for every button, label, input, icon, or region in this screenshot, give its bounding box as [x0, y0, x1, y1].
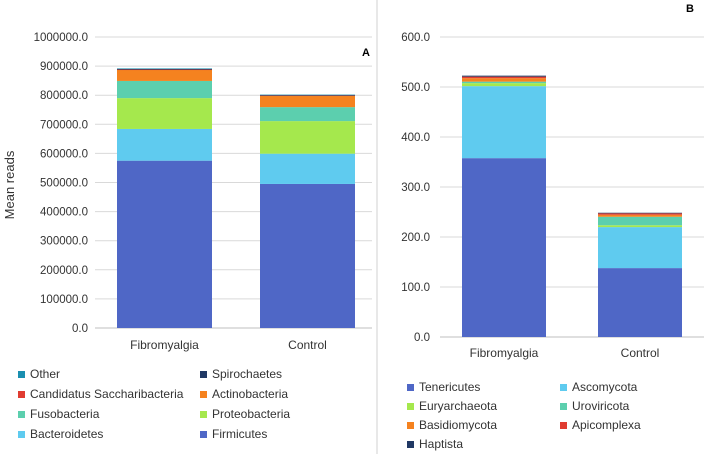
bar-segment-spirochaetes	[117, 69, 212, 70]
legend-label: Fusobacteria	[30, 407, 100, 421]
bar-segment-candidatus-saccharibacteria	[117, 69, 212, 71]
bar-segment-other	[117, 68, 212, 70]
y-tick-label: 500.0	[401, 82, 430, 94]
x-category-label: Fibromyalgia	[470, 346, 539, 360]
x-category-label: Fibromyalgia	[130, 338, 199, 352]
bar-segment-ascomycota	[462, 86, 546, 159]
y-tick-label: 300000.0	[40, 236, 88, 248]
legend-swatch	[407, 441, 414, 448]
legend-label: Spirochaetes	[212, 367, 282, 381]
bar-segment-fusobacteria	[260, 107, 355, 122]
legend-label: Basidiomycota	[419, 418, 497, 432]
legend-swatch	[560, 384, 567, 391]
legend-swatch	[560, 403, 567, 410]
legend-label: Uroviricota	[572, 399, 630, 413]
y-tick-label: 600.0	[401, 32, 430, 44]
bar-segment-other	[260, 94, 355, 96]
legend-label: Proteobacteria	[212, 407, 290, 421]
legend-label: Bacteroidetes	[30, 427, 103, 441]
y-tick-label: 200.0	[401, 232, 430, 244]
legend-swatch	[200, 371, 207, 378]
legend-swatch	[407, 384, 414, 391]
legend-label: Actinobacteria	[212, 387, 288, 401]
bar-segment-proteobacteria	[117, 98, 212, 129]
bar-segment-spirochaetes	[260, 95, 355, 96]
y-tick-label: 400000.0	[40, 207, 88, 219]
bar-segment-uroviricota	[462, 81, 546, 84]
legend-swatch	[200, 431, 207, 438]
bar-segment-euryarchaeota	[598, 225, 682, 228]
legend-label: Euryarchaeota	[419, 399, 497, 413]
y-tick-label: 400.0	[401, 132, 430, 144]
bar-segment-apicomplexa	[598, 213, 682, 215]
bar-segment-apicomplexa	[462, 76, 546, 79]
bar-segment-fusobacteria	[117, 80, 212, 99]
bar-segment-ascomycota	[598, 227, 682, 269]
x-category-label: Control	[621, 346, 660, 360]
bar-segment-basidiomycota	[462, 78, 546, 82]
bar-segment-tenericutes	[598, 268, 682, 337]
bar-segment-actinobacteria	[260, 95, 355, 108]
bar-segment-tenericutes	[462, 158, 546, 337]
x-category-label: Control	[288, 338, 327, 352]
y-tick-label: 500000.0	[40, 178, 88, 190]
legend-label: Other	[30, 367, 60, 381]
bar-segment-basidiomycota	[598, 214, 682, 217]
y-tick-label: 700000.0	[40, 119, 88, 131]
bar-segment-proteobacteria	[260, 121, 355, 154]
y-tick-label: 100.0	[401, 282, 430, 294]
panel-label: A	[362, 47, 370, 59]
legend-swatch	[200, 391, 207, 398]
legend-swatch	[18, 431, 25, 438]
y-tick-label: 100000.0	[40, 294, 88, 306]
bar-segment-haptista	[598, 212, 682, 214]
y-tick-label: 300.0	[401, 182, 430, 194]
bar-segment-firmicutes	[260, 183, 355, 328]
legend-swatch	[18, 411, 25, 418]
legend-label: Tenericutes	[419, 380, 480, 394]
bar-segment-firmicutes	[117, 160, 212, 328]
legend-swatch	[407, 403, 414, 410]
bar-segment-haptista	[462, 75, 546, 77]
y-tick-label: 0.0	[414, 332, 430, 344]
legend-label: Ascomycota	[572, 380, 638, 394]
legend-swatch	[200, 411, 207, 418]
y-tick-label: 0.0	[72, 323, 88, 335]
legend-label: Firmicutes	[212, 427, 267, 441]
bar-segment-bacteroidetes	[117, 128, 212, 161]
y-axis-title: Mean reads	[2, 150, 17, 219]
y-tick-label: 900000.0	[40, 61, 88, 73]
bar-segment-uroviricota	[598, 216, 682, 226]
y-tick-label: 600000.0	[40, 148, 88, 160]
bar-segment-actinobacteria	[117, 69, 212, 81]
legend-swatch	[407, 422, 414, 429]
legend-label: Apicomplexa	[572, 418, 641, 432]
bar-segment-bacteroidetes	[260, 153, 355, 184]
y-tick-label: 200000.0	[40, 265, 88, 277]
y-tick-label: 800000.0	[40, 90, 88, 102]
legend-label: Candidatus Saccharibacteria	[30, 387, 184, 401]
legend-label: Haptista	[419, 437, 463, 451]
panel-label: B	[686, 3, 694, 15]
bar-segment-euryarchaeota	[462, 83, 546, 87]
legend-swatch	[560, 422, 567, 429]
y-tick-label: 1000000.0	[34, 32, 88, 44]
legend-swatch	[18, 391, 25, 398]
legend-swatch	[18, 371, 25, 378]
